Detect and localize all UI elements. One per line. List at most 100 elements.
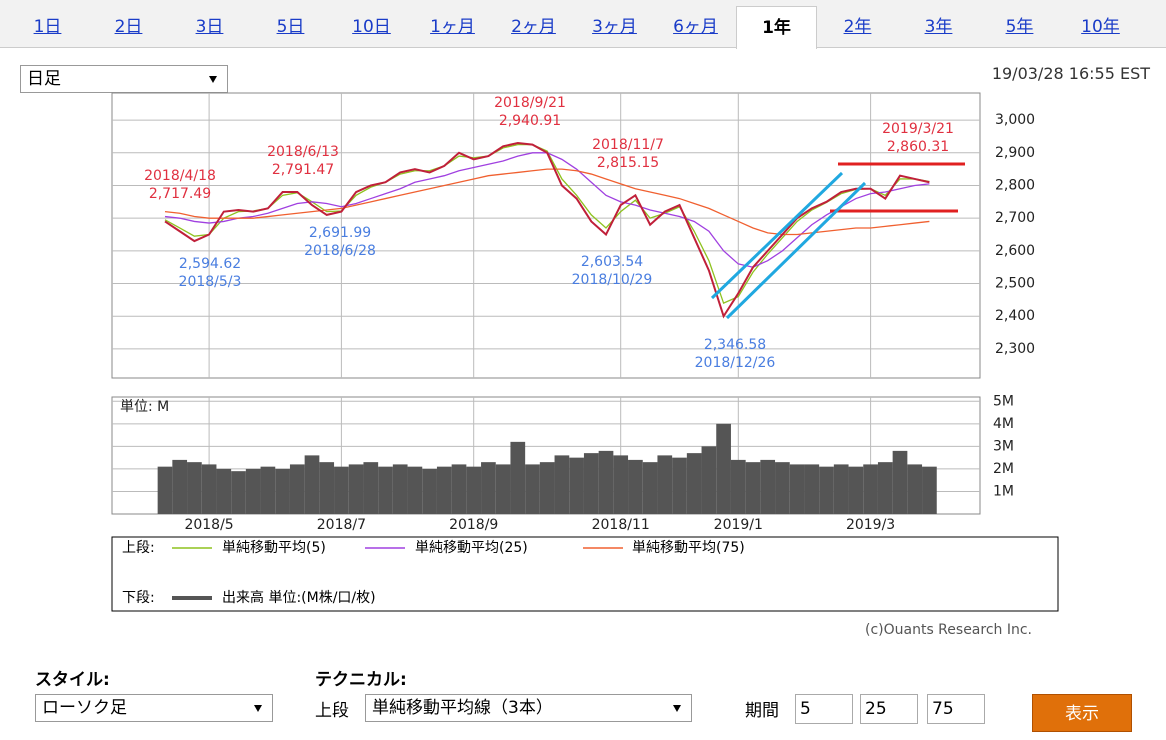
volume-bar [363, 462, 379, 514]
volume-bar [392, 464, 408, 514]
tab[interactable]: 2日 [114, 17, 143, 37]
volume-bar [863, 464, 878, 514]
legend-entry: 出来高 単位:(M株/口/枚) [222, 589, 376, 606]
volume-bar [583, 453, 599, 514]
period-select[interactable]: 日足 [20, 65, 228, 93]
volume-panel [111, 396, 981, 515]
period-input[interactable]: 5 [795, 694, 853, 724]
volume-bar [422, 468, 437, 514]
volume-bar [907, 464, 923, 514]
style-select[interactable]: ローソク足 [35, 694, 273, 722]
y-tick-label: 5M [993, 393, 1014, 409]
y-tick-label: 4M [993, 416, 1014, 432]
volume-bar [201, 464, 217, 514]
legend-label: 下段: [122, 590, 155, 606]
volume-bar [436, 466, 452, 514]
annotation-price: 2,717.49 [149, 186, 211, 202]
volume-bar [245, 468, 261, 514]
y-tick-label: 3M [993, 438, 1014, 454]
channel-line [710, 171, 844, 300]
y-tick-label: 2M [993, 461, 1014, 477]
y-tick-label: 2,900 [995, 145, 1035, 161]
technical-select[interactable]: 単純移動平均線（3本） [365, 694, 692, 722]
volume-bar [187, 462, 202, 514]
series-line [164, 143, 930, 305]
tab[interactable]: 3日 [195, 17, 224, 37]
volume-bar [745, 462, 761, 514]
x-tick-label: 2018/7 [317, 517, 366, 533]
tab[interactable]: 2年 [843, 17, 872, 37]
volume-bar [275, 468, 290, 514]
submit-button[interactable]: 表示 [1032, 694, 1132, 732]
volume-bar [466, 466, 482, 514]
y-tick-label: 2,700 [995, 210, 1035, 226]
legend-label: 上段: [122, 540, 155, 556]
tab[interactable]: 1ヶ月 [430, 17, 475, 37]
volume-bar [172, 459, 188, 514]
tab[interactable]: 5日 [276, 17, 305, 37]
legend-box [111, 536, 1059, 612]
tab[interactable]: 1日 [33, 17, 62, 37]
series-line [164, 141, 930, 319]
y-tick-label: 2,400 [995, 308, 1035, 324]
legend-entry: 単純移動平均(75) [632, 540, 745, 556]
volume-bar [833, 464, 849, 514]
y-tick-label: 3,000 [995, 112, 1035, 128]
tab[interactable]: 10日 [352, 17, 391, 37]
annotation-price: 2,791.47 [272, 162, 334, 178]
period-input[interactable]: 25 [860, 694, 918, 724]
annotation-date: 2019/3/21 [882, 121, 954, 137]
volume-bar [760, 459, 776, 514]
x-tick-label: 2019/1 [714, 517, 763, 533]
channel-line [725, 181, 867, 320]
volume-bar [260, 466, 276, 514]
annotation-price: 2,691.99 [309, 225, 371, 241]
volume-bar [877, 462, 893, 514]
volume-bar [804, 464, 820, 514]
volume-bar [289, 464, 305, 514]
volume-bar [216, 468, 232, 514]
y-tick-label: 2,600 [995, 243, 1035, 259]
series-line [164, 168, 930, 236]
volume-bar [701, 446, 717, 514]
legend-entry: 単純移動平均(5) [222, 540, 326, 556]
volume-bar [642, 462, 658, 514]
annotation-date: 2018/6/28 [304, 243, 376, 259]
annotation-price: 2,940.91 [499, 113, 561, 129]
volume-bar [539, 462, 555, 514]
unit-label: 単位: M [120, 399, 169, 415]
volume-bar [510, 441, 526, 514]
tab[interactable]: 3年 [924, 17, 953, 37]
tab[interactable]: 3ヶ月 [592, 17, 637, 37]
volume-bar [613, 455, 629, 514]
annotation-price: 2,860.31 [887, 139, 949, 155]
volume-bar [716, 423, 731, 514]
annotation-date: 2018/5/3 [179, 274, 242, 290]
volume-bar [730, 459, 746, 514]
volume-bar [231, 471, 246, 514]
tab[interactable]: 2ヶ月 [511, 17, 556, 37]
volume-bar [628, 459, 643, 514]
volume-bar [451, 464, 467, 514]
legend-entry: 単純移動平均(25) [415, 540, 528, 556]
tab[interactable]: 6ヶ月 [673, 17, 718, 37]
price-panel [111, 92, 981, 379]
y-tick-label: 2,500 [995, 276, 1035, 292]
volume-bar [848, 466, 864, 514]
tab-bar: 1日 2日 3日 5日 10日 1ヶ月 2ヶ月 3ヶ月 6ヶ月 1年 2年 3年 5年 10年 [0, 0, 1166, 49]
series-line [164, 152, 930, 268]
period-input[interactable]: 75 [927, 694, 985, 724]
volume-bar [407, 466, 423, 514]
period-label: 期間 [745, 701, 779, 721]
tab[interactable]: 1年 [736, 6, 817, 49]
tab[interactable]: 5年 [1005, 17, 1034, 37]
tab[interactable]: 10年 [1081, 17, 1120, 37]
volume-bar [672, 457, 687, 514]
annotation-price: 2,603.54 [581, 254, 643, 270]
y-tick-label: 1M [993, 483, 1014, 499]
technical-label: テクニカル: [315, 670, 407, 690]
volume-bar [686, 453, 702, 514]
volume-bar [554, 455, 570, 514]
volume-bar [481, 462, 496, 514]
